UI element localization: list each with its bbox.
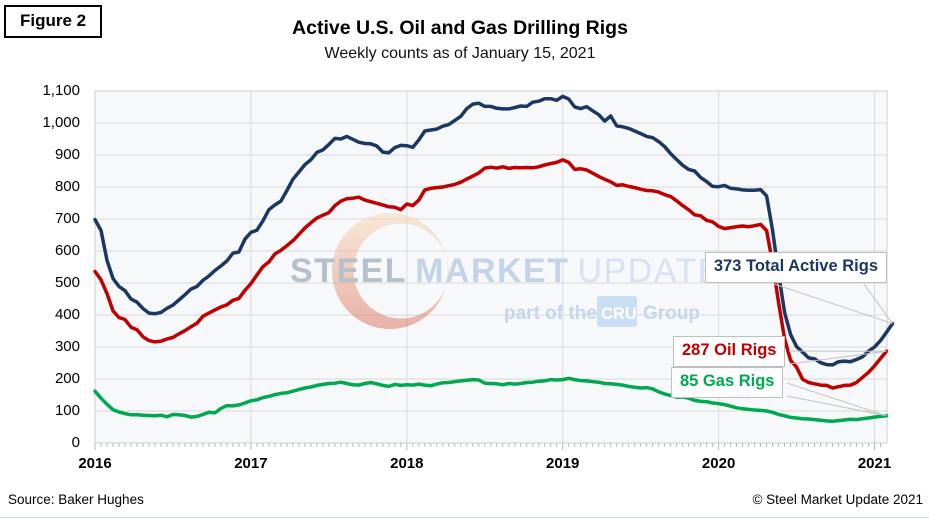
y-axis-label: 0: [71, 434, 80, 451]
y-axis-label: 200: [54, 370, 80, 387]
copyright-notice: © Steel Market Update 2021: [752, 492, 923, 507]
y-axis-label: 300: [54, 338, 80, 355]
x-axis-label: 2017: [234, 455, 268, 472]
x-axis-label: 2021: [857, 455, 892, 472]
figure-label: Figure 2: [4, 5, 103, 38]
x-axis-label: 2018: [390, 455, 424, 472]
x-axis-label: 2020: [701, 455, 736, 472]
annotation-total-active-rigs: 373 Total Active Rigs: [704, 252, 887, 283]
x-axis-label: 2016: [78, 455, 112, 472]
series-gas-rigs: [93, 376, 889, 423]
source-credit: Source: Baker Hughes: [8, 492, 144, 507]
series-oil-rigs: [93, 158, 889, 390]
annotation-oil-rigs: 287 Oil Rigs: [673, 336, 786, 367]
y-axis-label: 500: [54, 274, 80, 291]
chart-subtitle: Weekly counts as of January 15, 2021: [324, 45, 596, 62]
annotation-gas-rigs: 85 Gas Rigs: [671, 367, 784, 398]
footer-divider: [0, 517, 929, 518]
y-axis-label: 100: [54, 402, 80, 419]
watermark-wordmark: STEEL MARKET UPDATE: [290, 252, 722, 290]
y-axis-label: 800: [54, 178, 80, 195]
y-axis-label: 700: [54, 210, 80, 227]
y-axis-label: 900: [54, 146, 80, 163]
cru-badge: [597, 296, 637, 327]
y-axis-label: 1,000: [42, 114, 80, 131]
y-axis-label: 400: [54, 306, 80, 323]
y-axis-label: 600: [54, 242, 80, 259]
crescent-logo-watermark: [332, 213, 449, 329]
x-axis-label: 2019: [546, 455, 580, 472]
watermark-tagline: part of the CRU Group: [504, 303, 700, 324]
chart-title: Active U.S. Oil and Gas Drilling Rigs: [292, 17, 628, 39]
y-axis-label: 1,100: [42, 82, 80, 99]
series-total-active-rigs: [93, 94, 895, 367]
